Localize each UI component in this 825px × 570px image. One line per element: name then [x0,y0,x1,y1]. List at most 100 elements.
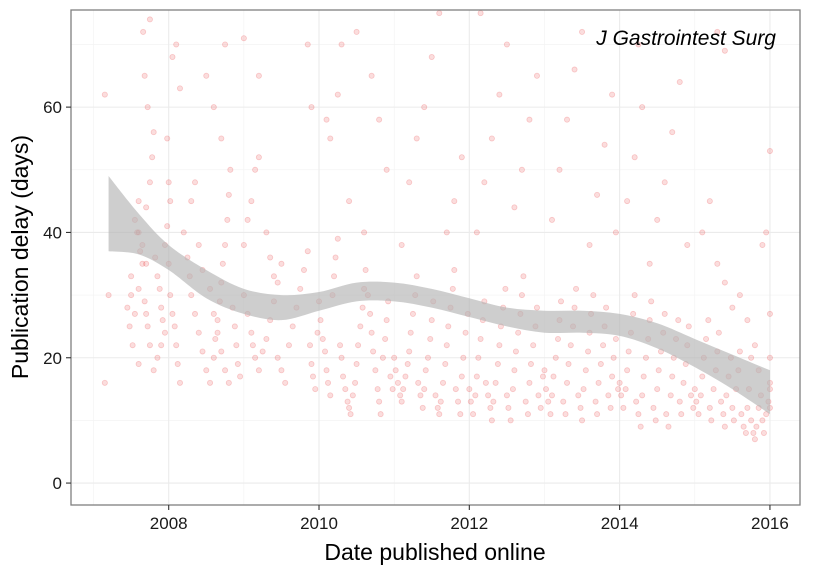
data-point [560,398,567,405]
y-axis-title: Publication delay (days) [7,135,33,379]
x-tick-label: 2010 [300,514,338,533]
data-point [422,367,429,374]
data-point [655,367,662,374]
data-point [167,198,174,205]
data-point [723,392,730,399]
data-point [322,348,329,355]
data-point [451,267,458,274]
data-point [349,392,356,399]
data-point [413,273,420,280]
data-point [488,417,495,424]
data-point [143,204,150,211]
data-point [742,429,749,436]
data-point [750,429,757,436]
data-point [289,323,296,330]
data-point [359,304,366,311]
data-point [555,335,562,342]
data-point [143,260,150,267]
journal-annotation: J Gastrointest Surg [595,27,776,50]
data-point [101,379,108,386]
data-point [631,292,638,299]
data-point [564,379,571,386]
data-point [703,335,710,342]
data-point [263,229,270,236]
data-point [565,361,572,368]
data-point [158,304,165,311]
data-point [407,329,414,336]
data-point [141,72,148,79]
data-point [377,411,384,418]
data-point [270,273,277,280]
data-point [564,116,571,123]
data-point [167,292,174,299]
data-point [382,335,389,342]
data-point [146,16,153,23]
data-point [387,373,394,380]
data-point [766,354,773,361]
data-point [222,41,229,48]
data-point [312,386,319,393]
data-point [594,191,601,198]
data-point [530,342,537,349]
data-point [274,354,281,361]
data-point [225,379,232,386]
data-point [203,367,210,374]
data-point [460,354,467,361]
data-point [744,317,751,324]
data-point [556,166,563,173]
data-point [398,398,405,405]
data-point [541,367,548,374]
data-point [337,342,344,349]
data-point [522,398,529,405]
data-point [582,367,589,374]
data-point [391,354,398,361]
data-point [362,267,369,274]
data-point [144,104,151,111]
data-point [537,404,544,411]
data-point [665,423,672,430]
data-point [415,379,422,386]
data-point [297,285,304,292]
data-point [300,267,307,274]
data-point [124,304,131,311]
data-point [600,342,607,349]
data-point [352,379,359,386]
data-point [573,285,580,292]
data-point [721,47,728,54]
data-point [105,292,112,299]
data-point [547,411,554,418]
data-point [144,323,151,330]
data-point [347,411,354,418]
data-point [736,292,743,299]
data-point [207,379,214,386]
data-point [455,398,462,405]
data-point [684,241,691,248]
data-point [306,342,313,349]
data-point [126,323,133,330]
x-tick-label: 2012 [450,514,488,533]
data-point [285,342,292,349]
data-point [729,404,736,411]
data-point [332,254,339,261]
data-point [720,411,727,418]
data-point [472,392,479,399]
data-point [507,417,514,424]
data-point [633,398,640,405]
data-point [520,273,527,280]
data-point [669,129,676,136]
data-point [383,317,390,324]
data-point [494,361,501,368]
data-point [334,91,341,98]
data-point [678,411,685,418]
data-point [485,392,492,399]
data-point [667,392,674,399]
data-point [458,373,465,380]
data-point [467,398,474,405]
data-point [526,116,533,123]
data-point [654,216,661,223]
data-point [424,354,431,361]
data-point [601,141,608,148]
data-point [477,10,484,17]
data-point [753,423,760,430]
data-point [346,198,353,205]
